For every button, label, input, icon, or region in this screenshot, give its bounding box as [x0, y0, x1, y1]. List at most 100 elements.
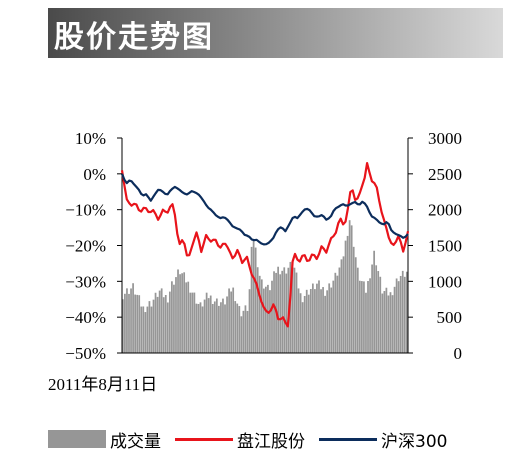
volume-bar	[126, 288, 128, 353]
left-tick-label: 0%	[83, 165, 106, 184]
volume-bar	[314, 289, 316, 353]
legend-label-hs300: 沪深300	[381, 431, 448, 452]
volume-bar	[320, 289, 322, 353]
volume-bar	[267, 284, 269, 353]
volume-bar	[383, 291, 386, 353]
volume-bar	[220, 302, 222, 353]
volume-bar	[213, 301, 216, 353]
volume-bar	[328, 283, 331, 353]
volume-bar	[228, 288, 230, 353]
left-tick-label: −30%	[65, 272, 106, 291]
volume-bar	[324, 295, 326, 353]
volume-bar	[122, 299, 124, 353]
volume-bar	[265, 286, 267, 353]
volume-bar	[242, 310, 245, 353]
volume-bars	[122, 220, 408, 353]
volume-bar	[232, 287, 235, 353]
volume-bar	[173, 284, 175, 353]
volume-bar	[309, 288, 312, 353]
legend-swatch-volume	[48, 430, 106, 448]
volume-bar	[393, 286, 396, 353]
legend-swatch-hs300	[319, 437, 377, 441]
volume-bar	[385, 287, 388, 353]
volume-bar	[283, 267, 286, 353]
series-line-panjiang	[120, 162, 410, 328]
volume-bar	[154, 292, 157, 353]
title-banner: 股价走势图	[48, 8, 503, 58]
volume-bar	[297, 288, 300, 353]
volume-bar	[338, 267, 341, 353]
right-tick-label: 0	[454, 344, 463, 363]
volume-bar	[211, 304, 214, 353]
volume-bar	[377, 271, 380, 353]
volume-bar	[391, 295, 394, 353]
volume-bar	[352, 246, 355, 353]
volume-bar	[156, 296, 159, 353]
volume-bar	[138, 295, 141, 353]
volume-bar	[305, 289, 308, 353]
volume-bar	[177, 269, 179, 353]
right-tick-label: 1000	[428, 272, 462, 291]
volume-bar	[183, 272, 186, 353]
volume-bar	[224, 304, 226, 353]
legend-label-panjiang: 盘江股份	[237, 431, 305, 452]
volume-bar	[358, 280, 361, 353]
volume-bar	[281, 270, 284, 353]
volume-bar	[348, 220, 351, 353]
volume-bar	[142, 306, 145, 353]
volume-bar	[248, 289, 251, 353]
volume-bar	[379, 276, 382, 353]
volume-bar	[164, 295, 167, 353]
volume-bar	[273, 271, 275, 353]
volume-bar	[179, 274, 181, 353]
volume-bar	[387, 295, 390, 353]
legend-item-hs300: 沪深300	[319, 427, 447, 452]
volume-bar	[162, 297, 165, 353]
volume-bar	[166, 302, 169, 353]
legend-item-volume: 成交量	[48, 427, 161, 452]
volume-bar	[240, 316, 243, 353]
volume-bar	[291, 267, 294, 353]
right-tick-label: 500	[437, 308, 463, 327]
volume-bar	[246, 310, 249, 353]
volume-bar	[218, 305, 220, 353]
volume-bar	[277, 266, 279, 353]
volume-bar	[342, 256, 345, 353]
volume-bar	[193, 292, 196, 353]
volume-bar	[158, 290, 161, 353]
right-tick-label: 2500	[428, 165, 462, 184]
volume-bar	[330, 287, 333, 353]
volume-bar	[207, 298, 210, 353]
volume-bar	[175, 277, 177, 353]
volume-bar	[254, 247, 257, 353]
volume-bar	[187, 281, 190, 353]
volume-bar	[346, 235, 349, 353]
volume-bar	[285, 273, 288, 353]
volume-bar	[395, 278, 398, 353]
left-tick-label: 10%	[75, 129, 106, 148]
volume-bar	[226, 296, 228, 353]
volume-bar	[128, 293, 130, 353]
legend: 成交量 盘江股份 沪深300	[48, 427, 461, 452]
volume-bar	[124, 293, 126, 353]
volume-bar	[316, 283, 318, 353]
date-label: 2011年8月11日	[48, 375, 158, 394]
volume-bar	[238, 306, 241, 353]
volume-bar	[336, 275, 339, 353]
volume-bar	[140, 306, 143, 353]
volume-bar	[236, 303, 239, 353]
volume-bar	[371, 264, 373, 353]
volume-bar	[260, 279, 263, 353]
volume-bar	[146, 306, 149, 353]
volume-bar	[181, 273, 183, 353]
volume-bar	[250, 246, 253, 353]
chart-title: 股价走势图	[54, 20, 214, 55]
volume-bar	[299, 293, 302, 353]
volume-bar	[367, 281, 369, 353]
right-tick-label: 2000	[428, 201, 462, 220]
volume-bar	[322, 287, 324, 353]
volume-bar	[279, 274, 282, 353]
left-tick-label: −20%	[65, 237, 106, 256]
left-tick-label: −40%	[65, 308, 106, 327]
